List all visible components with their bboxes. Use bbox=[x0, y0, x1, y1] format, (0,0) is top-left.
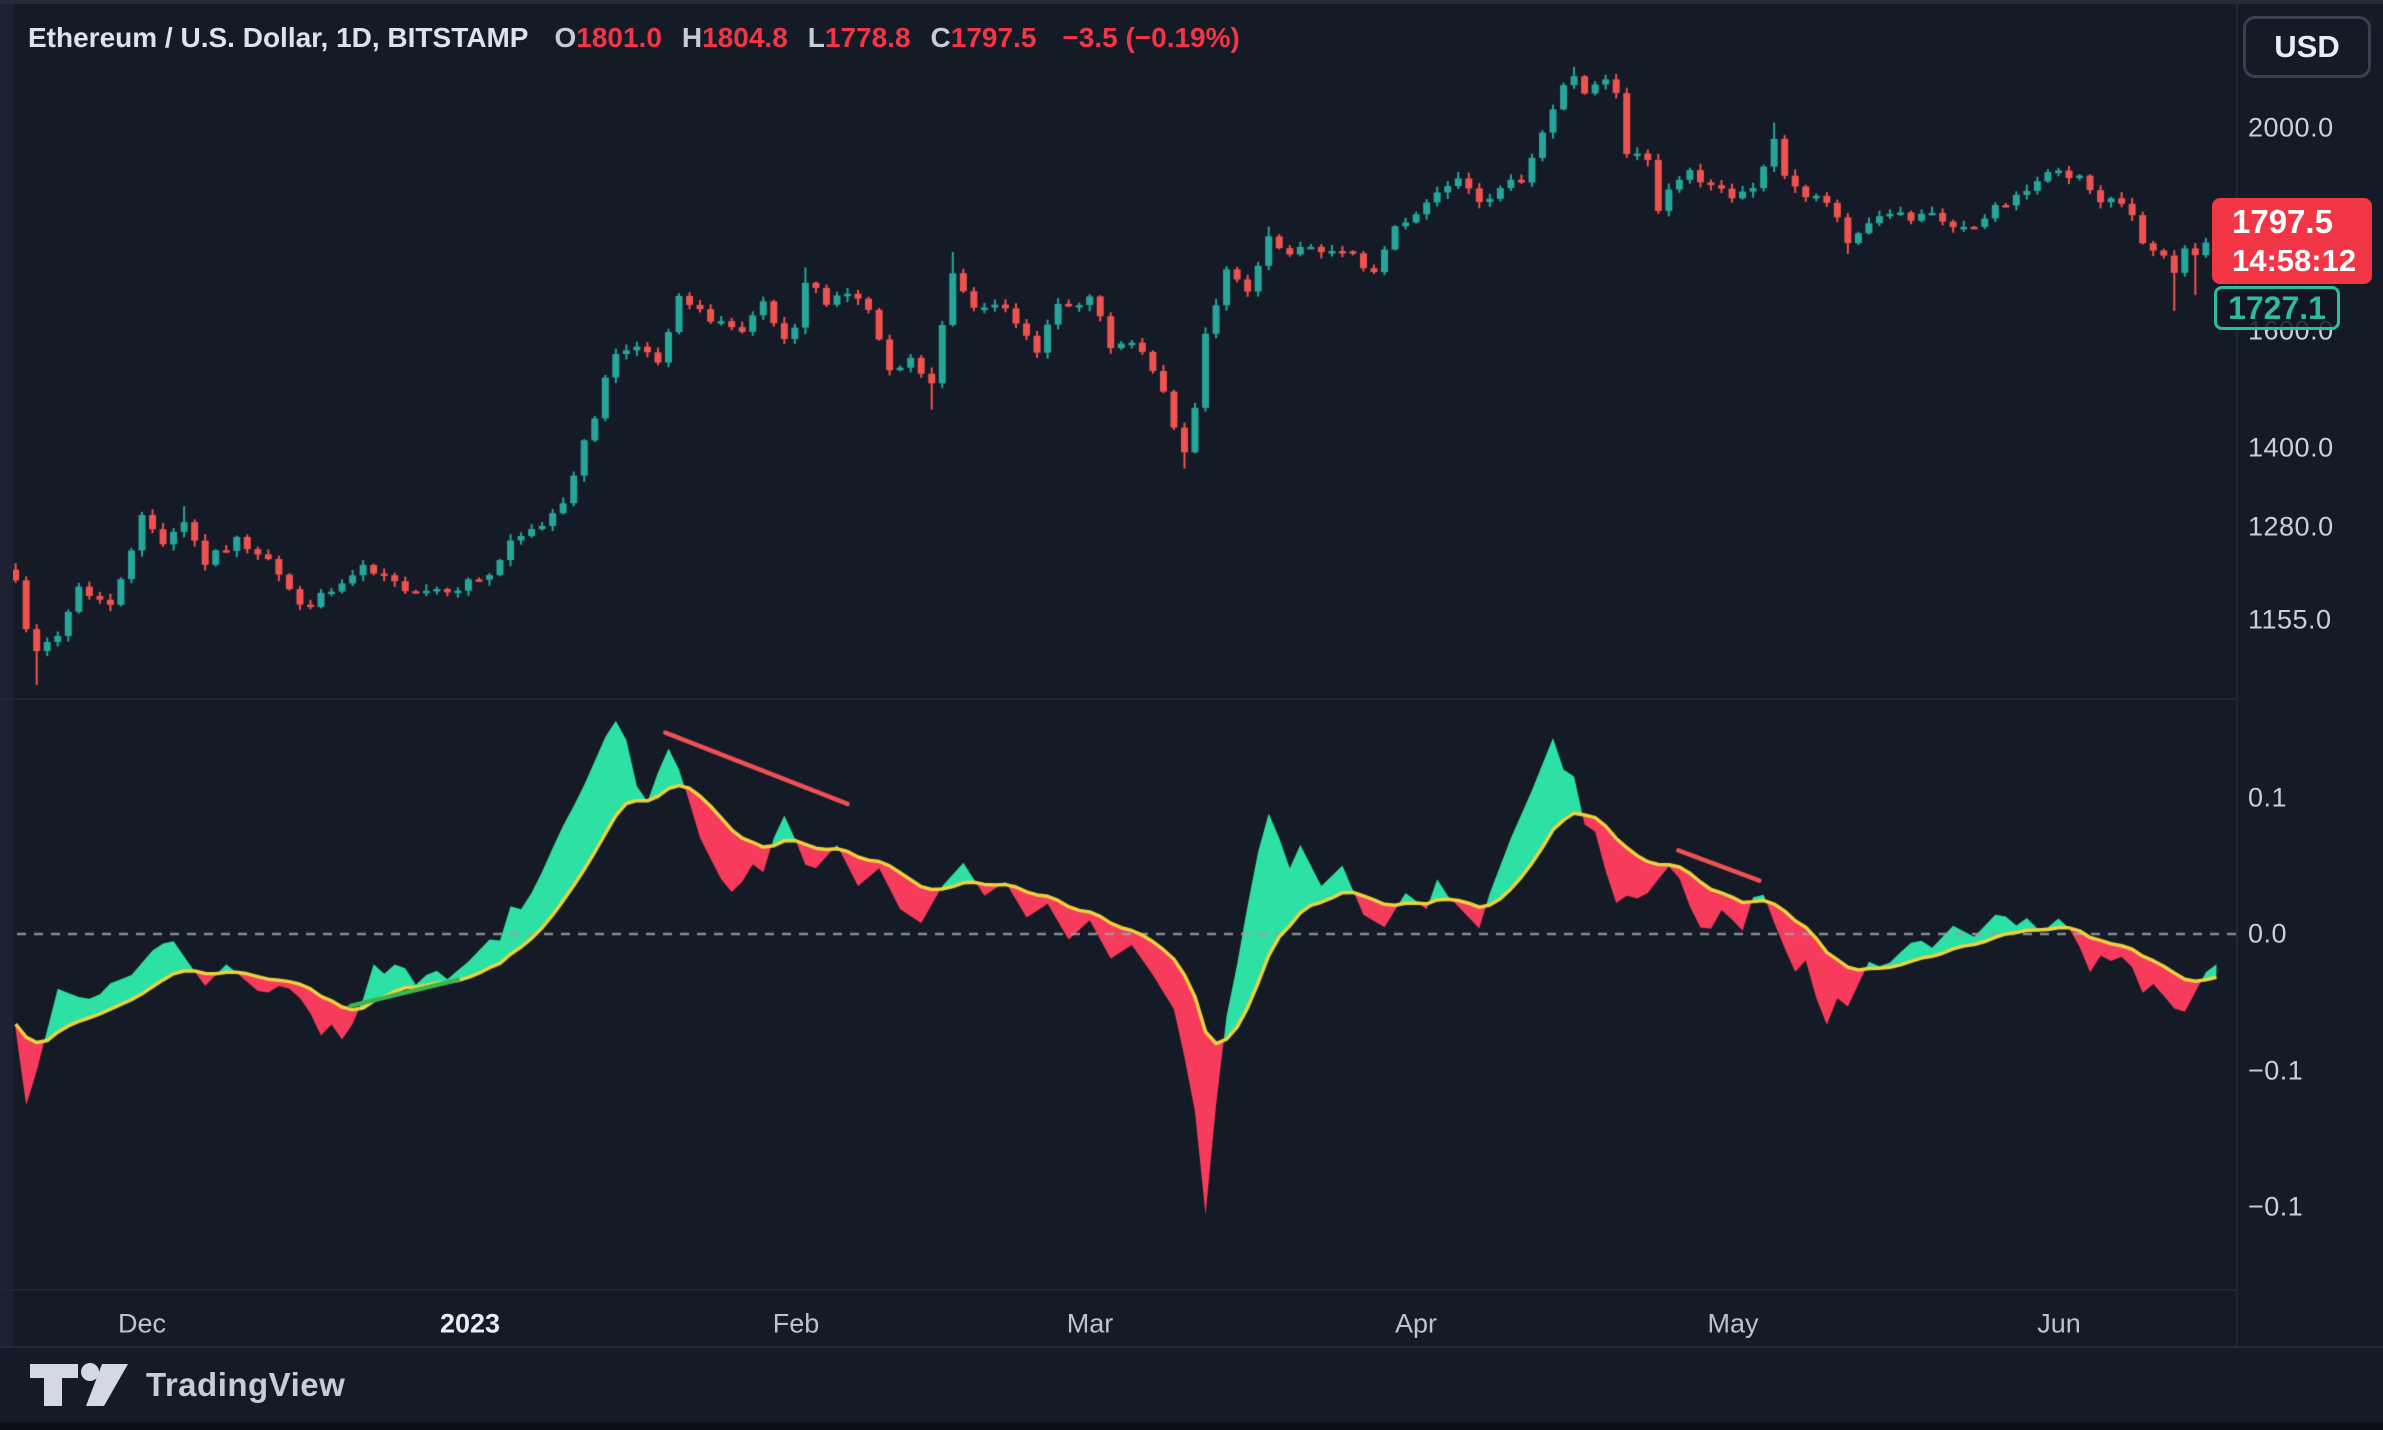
time-axis-tick: May bbox=[1707, 1308, 1759, 1339]
chart-left-margin bbox=[0, 4, 13, 1347]
time-axis-tick: Dec bbox=[117, 1308, 167, 1339]
time-axis-tick: 2023 bbox=[439, 1308, 501, 1339]
close-label: C bbox=[930, 22, 951, 53]
tradingview-brand-text: TradingView bbox=[146, 1366, 346, 1403]
ind-axis-tick: 0.1 bbox=[2248, 782, 2288, 813]
price-axis-separator bbox=[2236, 4, 2238, 1347]
pane-separator[interactable] bbox=[0, 698, 2237, 700]
price-change: −3.5 (−0.19%) bbox=[1062, 22, 1240, 53]
open-value: 1801.0 bbox=[576, 22, 662, 53]
window-bottom-edge bbox=[0, 1422, 2383, 1430]
price-axis-tick: 1280.0 bbox=[2248, 511, 2334, 542]
footer-brand[interactable]: TradingView bbox=[28, 1362, 345, 1408]
chart-bottom-border bbox=[0, 1346, 2383, 1348]
high-value: 1804.8 bbox=[702, 22, 788, 53]
time-axis-separator bbox=[0, 1289, 2237, 1291]
price-axis-tick: 1400.0 bbox=[2248, 432, 2334, 463]
time-axis-tick: Apr bbox=[1394, 1308, 1438, 1339]
time-axis-tick: Jun bbox=[2037, 1308, 2081, 1339]
low-label: L bbox=[807, 22, 825, 53]
ind-axis-tick: −0.1 bbox=[2248, 1191, 2304, 1222]
time-axis-tick: Feb bbox=[772, 1308, 820, 1339]
last-price-value: 1797.5 bbox=[2232, 203, 2333, 240]
symbol-header: Ethereum / U.S. Dollar, 1D, BITSTAMP O18… bbox=[28, 22, 1240, 54]
price-axis-tick: 1155.0 bbox=[2248, 604, 2332, 635]
close-value: 1797.5 bbox=[950, 22, 1037, 53]
open-label: O bbox=[554, 22, 577, 53]
currency-toggle-button[interactable]: USD bbox=[2243, 16, 2371, 78]
last-price-badge: 1797.5 14:58:12 bbox=[2212, 198, 2372, 284]
price-axis-tick: 2000.0 bbox=[2248, 112, 2334, 143]
window-top-border bbox=[0, 0, 2383, 4]
low-value: 1778.8 bbox=[824, 22, 911, 53]
bar-countdown: 14:58:12 bbox=[2232, 243, 2357, 278]
secondary-price-badge: 1727.1 bbox=[2214, 286, 2340, 330]
high-label: H bbox=[681, 22, 703, 53]
symbol-title[interactable]: Ethereum / U.S. Dollar, 1D, BITSTAMP bbox=[28, 22, 529, 53]
ind-axis-tick: −0.1 bbox=[2248, 1055, 2304, 1086]
tradingview-logo-icon bbox=[30, 1363, 128, 1406]
ind-axis-tick: 0.0 bbox=[2248, 918, 2288, 949]
time-axis-tick: Mar bbox=[1066, 1308, 1114, 1339]
